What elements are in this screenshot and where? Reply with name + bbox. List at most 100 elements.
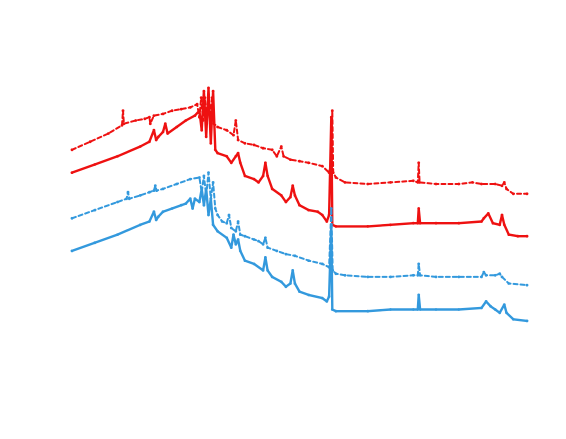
series-1-point-49: [411, 179, 415, 183]
series-2-point-46: [329, 115, 333, 119]
series-4-point-32: [264, 256, 267, 259]
series-4-point-41: [307, 293, 310, 297]
series-3-point-18: [207, 171, 210, 175]
series-3-point-47: [389, 275, 392, 279]
series-2-point-29: [252, 177, 256, 181]
series-4-point-57: [484, 300, 488, 303]
series-4-point-59: [493, 308, 497, 311]
series-2-point-13: [193, 114, 197, 117]
series-1-point-33: [270, 148, 274, 152]
series-3-point-52: [434, 275, 438, 279]
series-4-point-4: [148, 220, 151, 223]
series-1-point-55: [471, 181, 474, 184]
series-1-point-45: [334, 176, 338, 179]
series-2-point-17: [204, 135, 208, 139]
series-1-point-52: [418, 181, 421, 184]
series-1-point-29: [236, 138, 240, 142]
series-4-point-47: [334, 309, 338, 313]
series-2-point-5: [152, 128, 156, 132]
series-2-point-35: [279, 194, 283, 197]
series-1-point-2: [107, 132, 110, 135]
series-1-point-51: [417, 161, 421, 165]
series-2-point-62: [500, 213, 504, 217]
series-3-point-50: [417, 262, 421, 266]
series-2-point-16: [202, 89, 206, 93]
series-1-point-15: [195, 102, 199, 106]
series-4-point-15: [198, 200, 201, 204]
series-3-point-58: [498, 272, 502, 276]
series-4-point-28: [238, 249, 242, 253]
series-2-point-49: [366, 225, 370, 228]
series-3-point-29: [238, 233, 242, 237]
series-3-point-57: [493, 273, 497, 277]
series-2: [70, 86, 529, 238]
series-2-point-30: [257, 181, 260, 184]
series-3-point-6: [138, 194, 142, 197]
series-3-point-54: [480, 275, 483, 279]
series-3-point-34: [264, 236, 267, 240]
series-2-point-61: [498, 223, 502, 227]
series-1-point-34: [275, 154, 279, 158]
series-1-point-0: [70, 148, 74, 152]
series-1-point-39: [307, 161, 310, 165]
series-4-point-40: [298, 290, 301, 293]
series-3-point-51: [418, 273, 422, 277]
series-4-point-34: [270, 275, 274, 279]
series-3-point-14: [198, 176, 201, 179]
series-1-point-47: [366, 182, 370, 186]
series-1-point-14: [188, 106, 192, 109]
series-4-point-38: [291, 269, 295, 272]
series-3-point-48: [411, 273, 415, 277]
series-4-point-27: [236, 238, 240, 241]
series-4-point-46: [330, 308, 334, 311]
series-4-point-53: [418, 308, 422, 311]
series-3-point-30: [243, 234, 247, 238]
series-4-line: [70, 187, 529, 323]
series-2-point-41: [307, 208, 310, 212]
series-3-point-28: [236, 220, 240, 223]
series-3-point-22: [216, 213, 220, 217]
series-3-line: [71, 171, 528, 287]
series-4-point-42: [320, 296, 324, 300]
series-1-point-60: [505, 187, 508, 191]
series-2-point-12: [184, 119, 188, 122]
series-3-point-16: [202, 174, 206, 178]
series-2-point-42: [316, 210, 320, 214]
series-4-point-12: [188, 197, 192, 201]
series-3-point-25: [227, 213, 231, 217]
series-2-point-44: [325, 220, 329, 223]
series-2-point-21: [213, 148, 217, 152]
series-2-point-48: [334, 225, 338, 228]
series-2-point-7: [157, 135, 160, 139]
series-4: [70, 187, 529, 323]
series-2-point-36: [284, 200, 288, 204]
series-3-point-46: [366, 275, 370, 279]
series-2-point-14: [198, 109, 201, 113]
series-4-point-13: [191, 207, 195, 210]
series-2-point-58: [482, 216, 486, 220]
series-4-point-11: [184, 202, 188, 206]
series-3-point-26: [229, 226, 233, 230]
series-4-point-23: [225, 236, 229, 240]
series-1-point-35: [279, 145, 283, 148]
series-3-point-5: [127, 197, 131, 201]
series-3-point-2: [116, 200, 119, 204]
series-4-point-9: [170, 207, 174, 210]
series-1-point-26: [225, 128, 229, 132]
series-4-point-62: [505, 311, 508, 315]
series-3-point-1: [93, 208, 97, 212]
series-2-point-55: [434, 221, 438, 225]
series-4-point-22: [216, 229, 220, 233]
series-3-point-61: [525, 283, 529, 287]
series-3-point-49: [416, 273, 420, 277]
series-4-point-50: [411, 308, 415, 311]
series-3-point-7: [148, 190, 151, 194]
series-1-point-1: [88, 140, 92, 144]
series-1-point-9: [148, 122, 152, 126]
series-4-point-49: [389, 308, 392, 311]
series-3-point-9: [153, 184, 157, 188]
series-2-point-3: [138, 145, 142, 148]
series-4-point-39: [293, 282, 297, 285]
series-4-point-61: [502, 303, 506, 306]
series-4-point-58: [489, 304, 492, 308]
